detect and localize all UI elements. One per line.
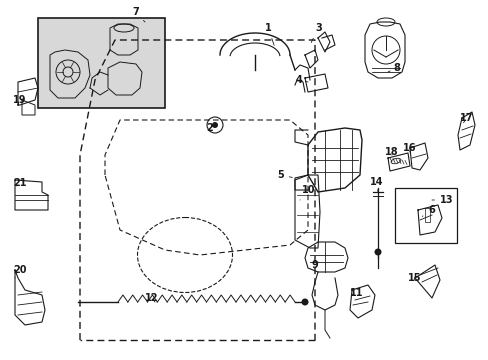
Bar [394, 188, 456, 243]
Text: 6: 6 [422, 205, 434, 216]
Bar [38, 18, 164, 108]
Text: 16: 16 [402, 143, 416, 153]
Text: 11: 11 [349, 288, 363, 298]
Text: 8: 8 [387, 63, 399, 73]
Text: 10: 10 [299, 185, 315, 200]
Text: 18: 18 [384, 147, 398, 157]
Text: 21: 21 [13, 178, 26, 188]
Text: 13: 13 [431, 195, 452, 205]
Text: 2: 2 [205, 123, 212, 133]
Text: 4: 4 [295, 75, 307, 85]
Circle shape [212, 122, 218, 128]
Text: 7: 7 [132, 7, 145, 22]
Circle shape [374, 248, 381, 256]
Text: 1: 1 [264, 23, 274, 45]
Text: 14: 14 [369, 177, 383, 192]
Text: 3: 3 [310, 23, 321, 42]
Text: 15: 15 [407, 273, 421, 283]
Text: 12: 12 [145, 293, 158, 303]
Text: 17: 17 [459, 113, 472, 123]
Text: 20: 20 [13, 265, 26, 278]
Circle shape [301, 298, 308, 306]
Text: 5: 5 [276, 170, 292, 180]
Text: 19: 19 [13, 95, 26, 105]
Text: 9: 9 [310, 260, 317, 270]
